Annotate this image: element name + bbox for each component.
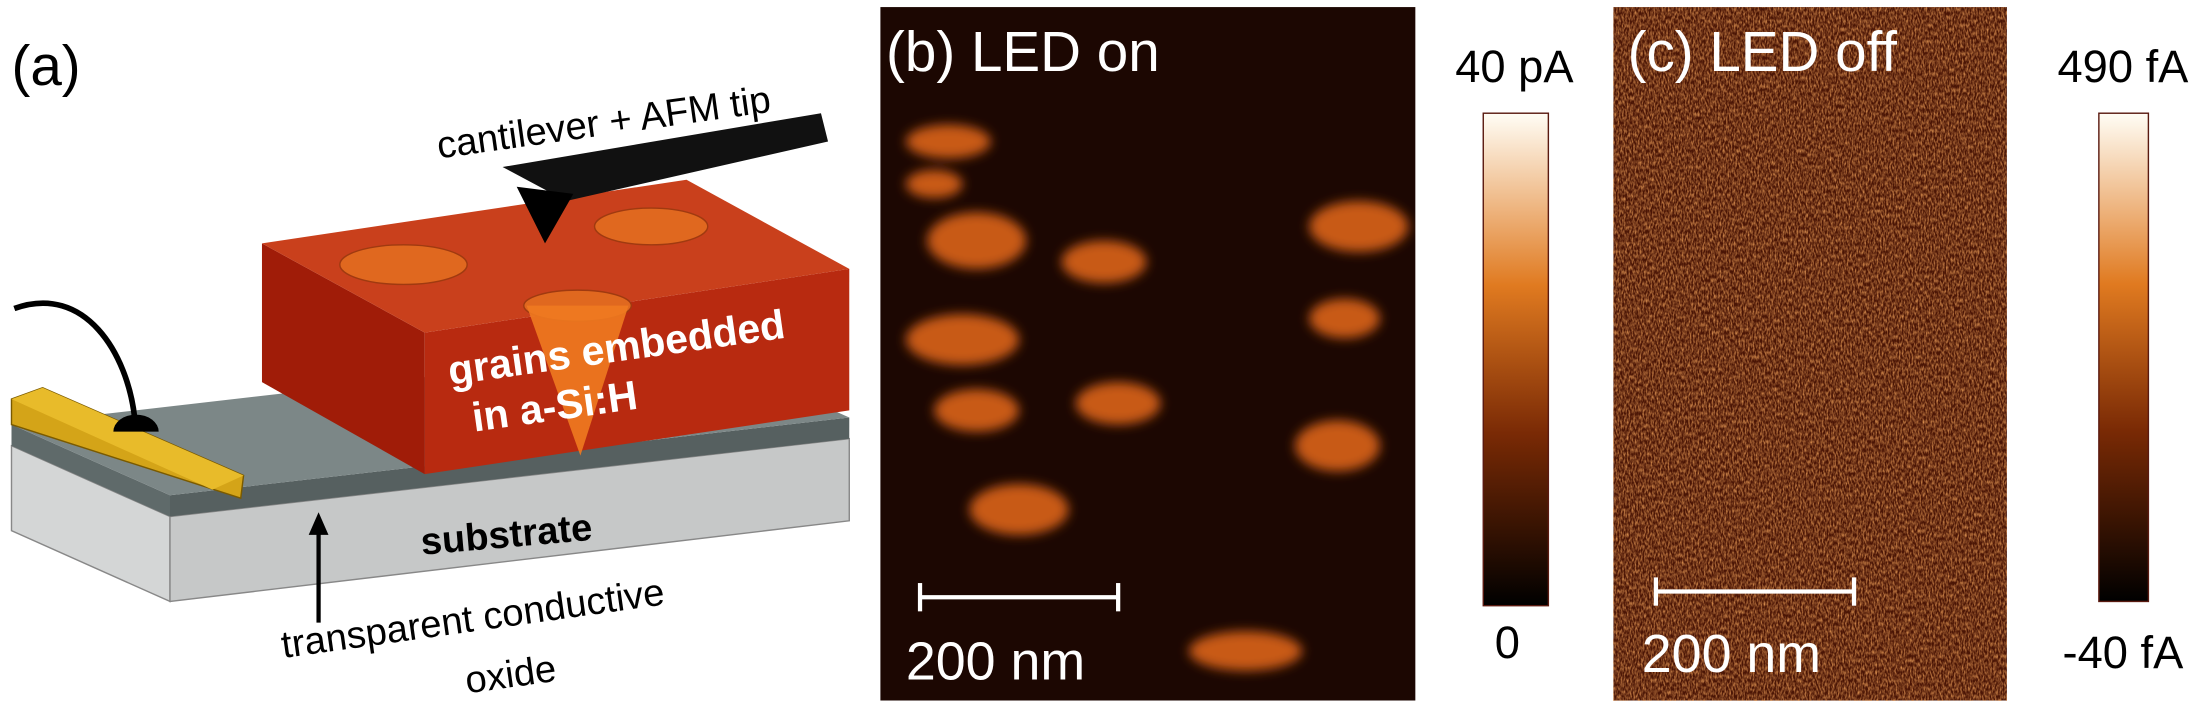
afm-noise [1613,7,2007,701]
wire-contact [113,414,159,432]
block-side [424,268,850,475]
arrow-head [308,512,329,535]
scale-bar-label: 200 nm [1642,624,1821,684]
scale-bar-label: 200 nm [906,631,1085,691]
grain [593,207,709,246]
tco-label: oxide [462,647,558,702]
colorbar-min: 0 [1495,617,1520,668]
panel-label: (a) [11,34,80,97]
grain [339,244,468,286]
contact-top [11,387,244,490]
panel-b: (b) LED on 200 nm 40 pA 0 [880,7,1574,701]
substrate-side [169,437,850,603]
tco-label: transparent conductive [278,571,667,667]
colorbar [2098,112,2150,603]
panel-a: (a) cantilever + AFM tip grains embedded… [10,34,850,702]
colorbar-max: 40 pA [1455,41,1574,92]
colorbar-max: 490 fA [2057,41,2189,92]
tco-side [169,417,850,517]
tco-front [11,424,170,517]
current-cone [526,305,629,456]
block-front [261,243,425,475]
colorbar-min: -40 fA [2063,627,2185,678]
afm-tip [516,186,574,244]
colorbar [1482,112,1550,607]
panel-c: (c) LED off 200 nm 490 fA -40 fA [1613,7,2189,701]
panel-label: (b) LED on [886,20,1160,83]
wire [13,300,138,418]
cantilever [502,113,829,201]
panel-label: (c) LED off [1628,20,1898,83]
grain-spots [905,124,1409,671]
